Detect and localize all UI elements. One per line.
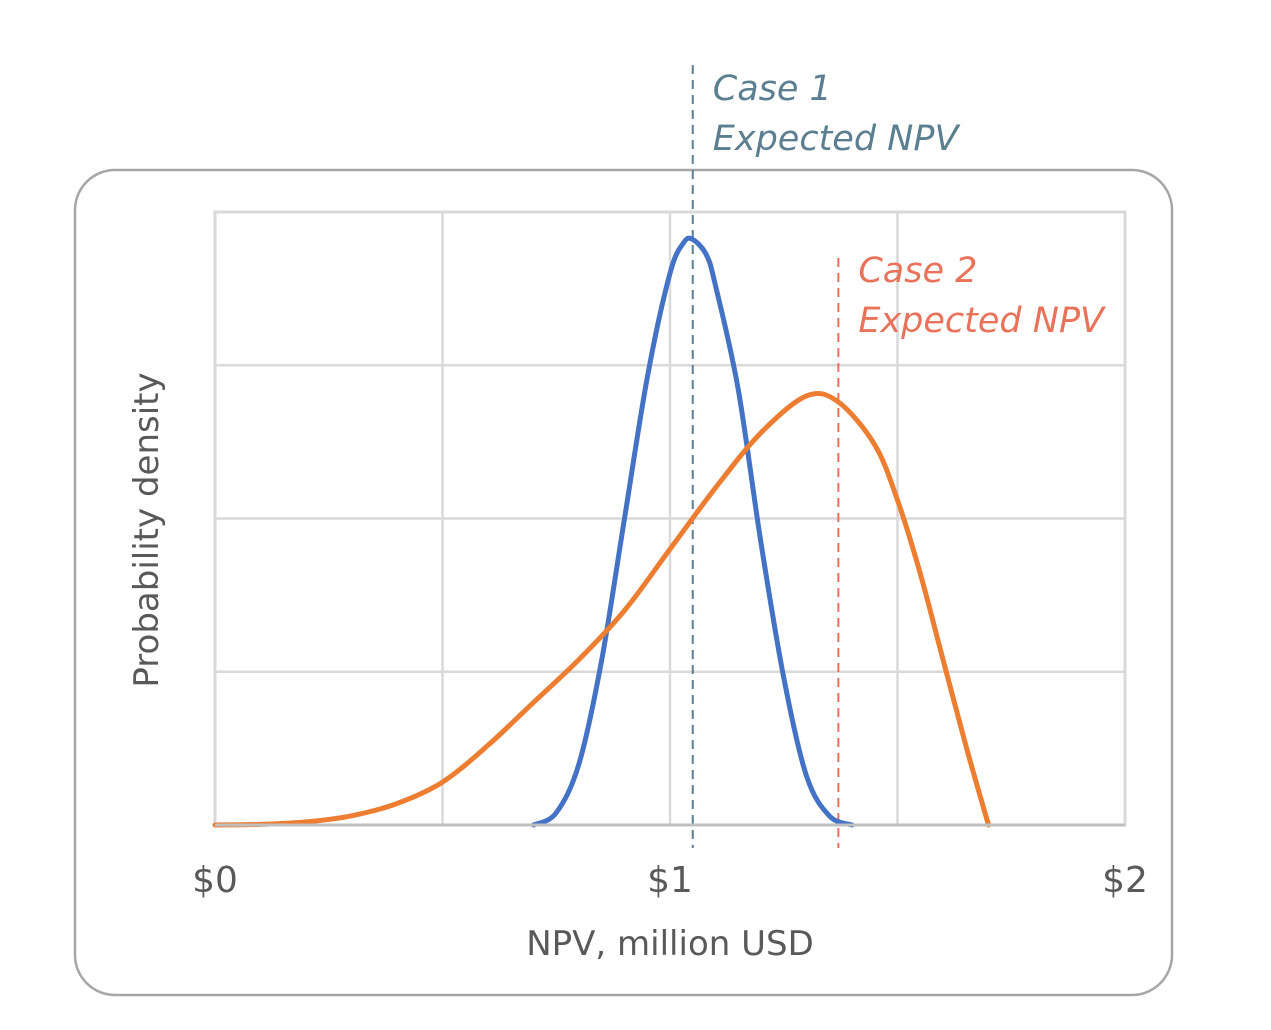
series-2-curve: [212, 390, 991, 828]
x-tick-2: $2: [1102, 860, 1148, 901]
series-layer: [212, 65, 991, 848]
chart-frame: [73, 168, 1174, 997]
gridlines: [215, 212, 1125, 825]
case-1-label-line-1: Case 1: [713, 69, 832, 109]
plot-area: [212, 65, 1127, 848]
x-tick-1: $1: [647, 860, 693, 901]
annotation-layer: Case 1 Expected NPV Case 2 Expected NPV: [713, 69, 1106, 341]
x-tick-labels: $0 $1 $2: [192, 860, 1148, 901]
case-1-label-line-2: Expected NPV: [713, 119, 961, 159]
case-2-label-line-2: Expected NPV: [858, 301, 1106, 341]
y-axis-title: Probability density: [127, 372, 167, 687]
x-axis-title: NPV, million USD: [526, 924, 814, 964]
x-tick-0: $0: [192, 860, 238, 901]
case-2-label-line-1: Case 2: [858, 251, 977, 291]
series-1-curve: [531, 235, 855, 828]
